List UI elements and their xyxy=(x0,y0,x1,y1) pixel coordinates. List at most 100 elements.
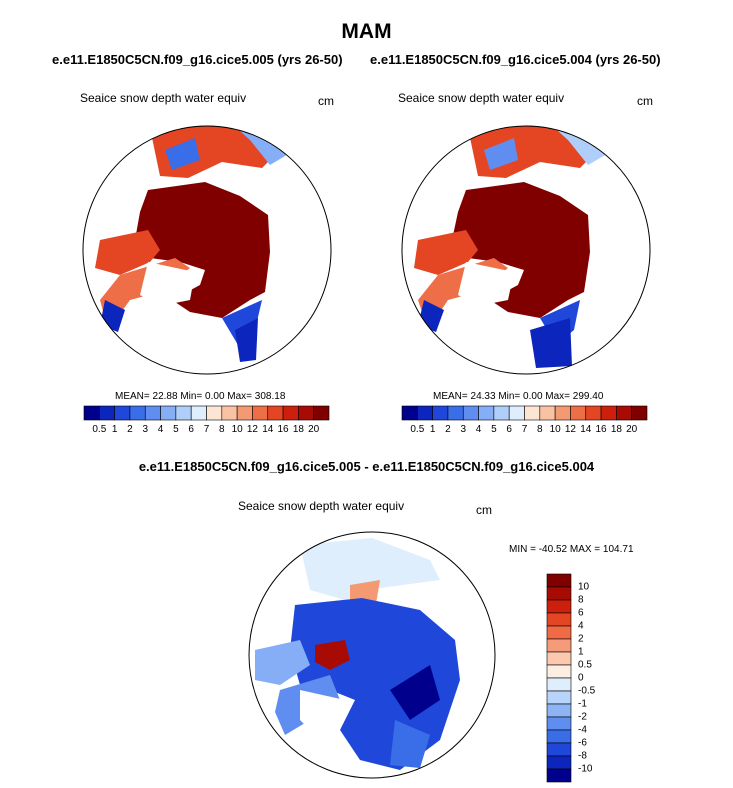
colorbar-tick-label: 18 xyxy=(610,424,622,435)
colorbar-swatch xyxy=(546,586,572,601)
colorbar-swatch xyxy=(546,768,572,783)
colorbar-swatch xyxy=(221,405,238,421)
colorbar-tick-label: 10 xyxy=(231,424,243,435)
colorbar-tick-label: 12 xyxy=(246,424,258,435)
colorbar-tick-label: -10 xyxy=(578,763,593,775)
colorbar-tick-label: 8 xyxy=(537,424,543,435)
colorbar-tick-label: 1 xyxy=(429,424,436,435)
colorbar-swatch xyxy=(546,625,572,640)
colorbar-swatch xyxy=(546,716,572,731)
colorbar-swatch xyxy=(83,405,100,421)
colorbar-swatch xyxy=(432,405,449,421)
colorbar-tick-label: -8 xyxy=(578,750,587,762)
colorbar-tick-label: 2 xyxy=(578,633,584,645)
colorbar-tick-label: 6 xyxy=(188,424,194,435)
colorbar-swatch xyxy=(160,405,177,421)
colorbar-tick-label: -1 xyxy=(578,698,587,710)
panel2-stats: MEAN= 24.33 Min= 0.00 Max= 299.40 xyxy=(433,391,604,402)
subtitle-left: e.e11.E1850C5CN.f09_g16.cice5.005 (yrs 2… xyxy=(52,52,343,67)
colorbar-swatch xyxy=(554,405,571,421)
panel1-field xyxy=(95,126,295,362)
colorbar-tick-label: 0.5 xyxy=(92,424,107,435)
colorbar-tick-label: 20 xyxy=(626,424,638,435)
panel2-colorbar-ticks: 0.5 1 2 3 4 5 6 7 8 10 12 14 16 18 20 xyxy=(402,424,647,436)
panel1-colorbar-ticks: 0.5 1 2 3 4 5 6 7 8 10 12 14 16 18 20 xyxy=(84,424,329,436)
colorbar-tick-label: 7 xyxy=(203,424,210,435)
colorbar-swatch xyxy=(313,405,330,421)
colorbar-swatch xyxy=(546,677,572,692)
panel2-colorbar xyxy=(401,405,648,421)
colorbar-tick-label: 8 xyxy=(578,594,584,606)
colorbar-swatch xyxy=(252,405,269,421)
colorbar-tick-label: -6 xyxy=(578,737,587,749)
colorbar-tick-label: 0 xyxy=(578,672,584,684)
panel1-variable-label: Seaice snow depth water equiv xyxy=(80,91,247,105)
panel1-stats: MEAN= 22.88 Min= 0.00 Max= 308.18 xyxy=(115,391,286,402)
colorbar-swatch xyxy=(114,405,131,421)
colorbar-tick-label: 10 xyxy=(578,581,590,593)
colorbar-tick-label: 7 xyxy=(521,424,528,435)
colorbar-tick-label: 0.5 xyxy=(578,659,592,671)
colorbar-swatch xyxy=(236,405,253,421)
colorbar-swatch xyxy=(524,405,541,421)
colorbar-swatch xyxy=(493,405,510,421)
colorbar-tick-label: 6 xyxy=(506,424,512,435)
colorbar-swatch xyxy=(546,729,572,744)
colorbar-swatch xyxy=(570,405,587,421)
panel2-units-label: cm xyxy=(637,94,653,108)
colorbar-swatch xyxy=(585,405,602,421)
colorbar-swatch xyxy=(546,573,572,588)
colorbar-tick-label: 4 xyxy=(157,424,164,435)
panel2-field xyxy=(414,126,614,368)
colorbar-tick-label: -0.5 xyxy=(578,685,596,697)
colorbar-tick-label: 12 xyxy=(564,424,576,435)
colorbar-tick-label: 4 xyxy=(578,620,584,632)
colorbar-swatch xyxy=(631,405,648,421)
colorbar-swatch xyxy=(417,405,433,421)
colorbar-swatch xyxy=(99,405,115,421)
colorbar-tick-label: 18 xyxy=(292,424,304,435)
colorbar-swatch xyxy=(539,405,556,421)
panel1-units-label: cm xyxy=(318,94,334,108)
colorbar-tick-label: 8 xyxy=(219,424,225,435)
colorbar-tick-label: 4 xyxy=(475,424,482,435)
colorbar-tick-label: 2 xyxy=(445,424,451,435)
colorbar-swatch xyxy=(616,405,632,421)
colorbar-tick-label: 3 xyxy=(142,424,149,435)
colorbar-swatch xyxy=(478,405,495,421)
colorbar-tick-label: 16 xyxy=(277,424,289,435)
colorbar-tick-label: -2 xyxy=(578,711,587,723)
colorbar-swatch xyxy=(401,405,418,421)
panel3-colorbar-ticks: 10 8 6 4 2 1 0.5 0 -0.5 -1 -2 -4 -6 -8 -10 xyxy=(578,574,618,782)
colorbar-swatch xyxy=(546,612,572,627)
colorbar-tick-label: 1 xyxy=(578,646,584,658)
panel3-field xyxy=(255,538,460,770)
colorbar-swatch xyxy=(298,405,314,421)
figure-title: MAM xyxy=(341,20,392,43)
colorbar-swatch xyxy=(462,405,479,421)
colorbar-tick-label: 6 xyxy=(578,607,584,619)
colorbar-swatch xyxy=(144,405,161,421)
colorbar-tick-label: 5 xyxy=(173,424,179,435)
colorbar-tick-label: 3 xyxy=(460,424,467,435)
colorbar-swatch xyxy=(508,405,525,421)
colorbar-swatch xyxy=(546,755,572,770)
colorbar-swatch xyxy=(546,599,572,614)
subtitle-right: e.e11.E1850C5CN.f09_g16.cice5.004 (yrs 2… xyxy=(370,52,661,67)
colorbar-tick-label: 2 xyxy=(127,424,133,435)
colorbar-swatch xyxy=(190,405,207,421)
difference-title: e.e11.E1850C5CN.f09_g16.cice5.005 - e.e1… xyxy=(138,459,595,474)
colorbar-tick-label: 16 xyxy=(595,424,607,435)
colorbar-tick-label: 14 xyxy=(262,424,274,435)
colorbar-tick-label: 5 xyxy=(491,424,497,435)
panel1-colorbar xyxy=(83,405,330,421)
colorbar-tick-label: 20 xyxy=(308,424,320,435)
colorbar-swatch xyxy=(546,664,572,679)
panel2-variable-label: Seaice snow depth water equiv xyxy=(398,91,565,105)
colorbar-tick-label: 0.5 xyxy=(410,424,425,435)
colorbar-swatch xyxy=(282,405,299,421)
colorbar-swatch xyxy=(546,651,572,666)
colorbar-swatch xyxy=(546,690,572,705)
panel3-units-label: cm xyxy=(476,503,492,517)
